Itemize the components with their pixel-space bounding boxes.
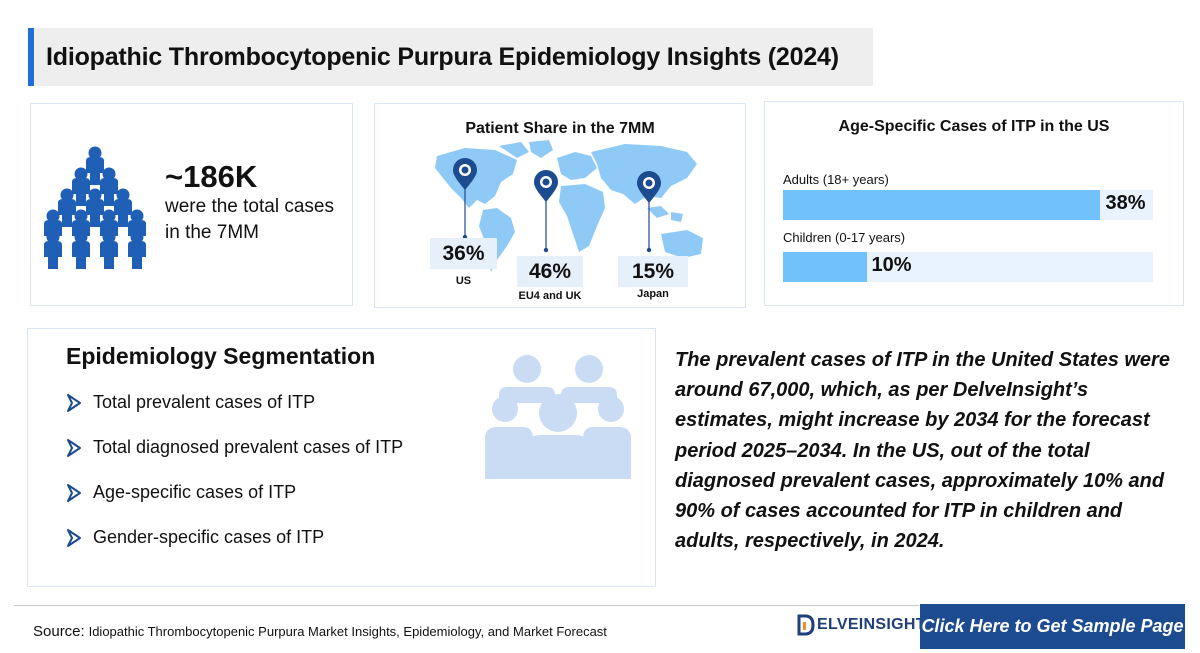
source-text: Idiopathic Thrombocytopenic Purpura Mark… [88, 624, 607, 639]
map-pins [453, 158, 661, 253]
delveinsight-logo[interactable]: ELVEINSIGHT [797, 614, 926, 636]
location-pin-icon [453, 158, 477, 190]
japan-share-value: 15% [618, 256, 688, 287]
source-label: Source: [33, 623, 85, 640]
us-share-label: US [455, 275, 472, 287]
eu-share-value: 46% [517, 256, 583, 287]
insight-paragraph: The prevalent cases of ITP in the United… [675, 349, 1170, 553]
children-bar-fill [783, 252, 867, 282]
logo-text: ELVEINSIGHT [817, 616, 926, 633]
title-banner: Idiopathic Thrombocytopenic Purpura Epid… [28, 28, 873, 86]
adults-bar-label: Adults (18+ years) [783, 172, 889, 187]
adults-bar-fill [783, 190, 1101, 220]
get-sample-page-button[interactable]: Click Here to Get Sample Page [920, 604, 1185, 649]
location-pin-icon [534, 170, 558, 202]
children-bar-label: Children (0-17 years) [783, 230, 906, 245]
source-note: Source: Idiopathic Thrombocytopenic Purp… [33, 623, 607, 640]
segmentation-item-label: Total diagnosed prevalent cases of ITP [93, 437, 404, 457]
adults-bar-value: 38% [1105, 192, 1146, 214]
eu-share-label: EU4 and UK [518, 290, 582, 302]
segmentation-item: Total prevalent cases of ITP [64, 392, 315, 413]
chevron-arrow-icon [67, 393, 81, 412]
total-cases-description: were the total cases in the 7MM [165, 196, 334, 243]
age-specific-title: Age-Specific Cases of ITP in the US [838, 118, 1110, 135]
children-bar-value: 10% [871, 254, 912, 276]
footer-divider [14, 605, 919, 606]
group-icon [485, 355, 631, 479]
segmentation-item: Age-specific cases of ITP [64, 482, 296, 503]
segmentation-title: Epidemiology Segmentation [66, 343, 376, 369]
total-cases-value: ~186K [165, 159, 258, 194]
chevron-arrow-icon [67, 483, 81, 502]
children-bar-track: 10% [783, 252, 1153, 282]
delveinsight-logo-icon [797, 614, 815, 636]
chevron-arrow-icon [67, 528, 81, 547]
segmentation-item-label: Gender-specific cases of ITP [93, 527, 325, 547]
segmentation-item-label: Total prevalent cases of ITP [93, 392, 316, 412]
adults-bar-track: 38% [783, 190, 1153, 220]
chevron-arrow-icon [67, 438, 81, 457]
patient-share-card: Patient Share in the 7MM [374, 103, 746, 308]
segmentation-item: Total diagnosed prevalent cases of ITP [64, 437, 403, 458]
age-specific-card: Age-Specific Cases of ITP in the US Adul… [764, 101, 1184, 306]
total-cases-card: ~186K were the total cases in the 7MM [30, 103, 353, 306]
location-pin-icon [637, 171, 661, 203]
segmentation-item: Gender-specific cases of ITP [64, 527, 324, 548]
segmentation-card: Epidemiology Segmentation Total prevalen… [27, 328, 656, 587]
segmentation-item-label: Age-specific cases of ITP [93, 482, 297, 502]
page-title: Idiopathic Thrombocytopenic Purpura Epid… [46, 42, 839, 71]
japan-share-label: Japan [637, 288, 669, 300]
us-share-value: 36% [430, 238, 497, 269]
patient-share-title: Patient Share in the 7MM [465, 120, 655, 137]
people-pyramid-icon [43, 144, 165, 274]
